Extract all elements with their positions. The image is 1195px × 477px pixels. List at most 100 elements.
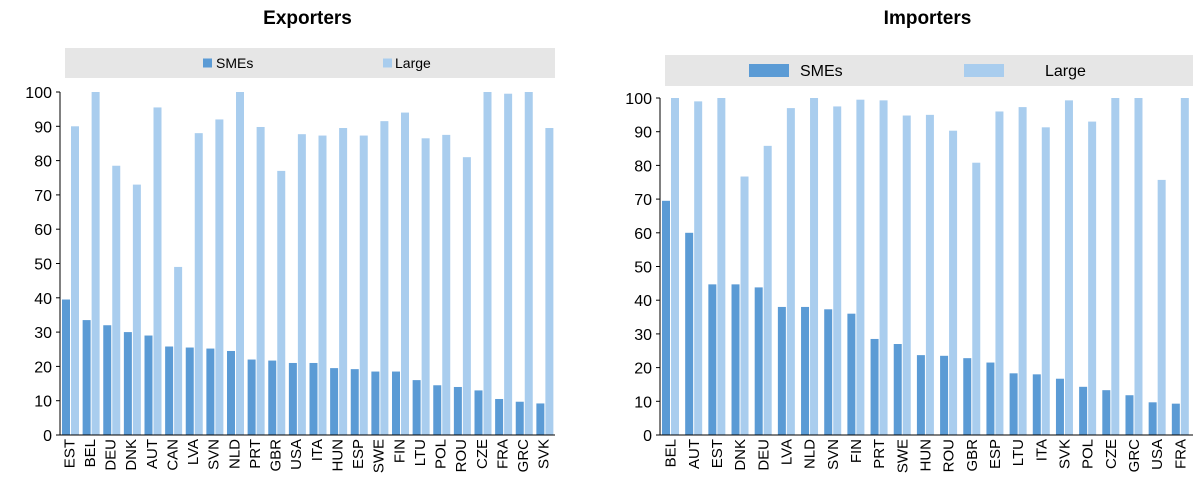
exporters-x-tick-label: EST [61, 439, 78, 468]
importers-bar-large-gbr [972, 162, 981, 436]
importers-bar-smes-esp [986, 362, 995, 435]
chart-title-exporters: Exporters [263, 8, 352, 29]
importers-bar-smes-lva [777, 306, 786, 435]
exporters-x-tick-label: DEU [103, 439, 120, 471]
importers-legend-label-large: Large [1045, 63, 1086, 80]
exporters-bar-smes-aut [144, 335, 153, 435]
importers-x-tick-label: FIN [848, 439, 865, 463]
importers-bar-large-grc [1134, 98, 1143, 435]
importers-x-tick-label: ESP [987, 439, 1004, 469]
importers-y-tick-label: 40 [634, 293, 652, 310]
exporters-x-tick-label: DNK [123, 439, 140, 471]
importers-bar-smes-est [708, 284, 717, 435]
exporters-legend-swatch-smes [203, 58, 212, 68]
exporters-bar-smes-lva [185, 347, 194, 435]
exporters-x-tick-label: AUT [144, 439, 161, 469]
importers-bar-large-dnk [740, 176, 749, 435]
exporters-bar-large-svn [215, 119, 224, 435]
chart-title-importers: Importers [883, 8, 972, 29]
exporters-y-tick-label: 40 [34, 291, 52, 308]
importers-bar-large-lva [786, 108, 795, 436]
exporters-bar-large-fra [504, 93, 513, 435]
exporters-bar-smes-esp [350, 369, 359, 435]
importers-y-tick-label: 10 [634, 394, 652, 411]
importers-x-tick-label: DNK [732, 439, 749, 471]
exporters-bar-smes-svn [206, 348, 215, 435]
importers-bar-smes-dnk [731, 284, 740, 435]
exporters-x-tick-label: PRT [247, 439, 264, 469]
exporters-bar-large-can [174, 266, 183, 435]
exporters-x-tick-label: LVA [185, 439, 202, 465]
importers-bar-smes-cze [1102, 390, 1111, 435]
importers-x-tick-label: SVK [1057, 439, 1074, 469]
exporters-bar-large-swe [380, 121, 389, 435]
importers-bar-large-swe [902, 115, 911, 436]
importers-x-tick-label: POL [1080, 439, 1097, 469]
exporters-bar-large-prt [256, 126, 265, 436]
importers-x-tick-label: DEU [755, 439, 772, 471]
exporters-x-tick-label: FRA [494, 439, 511, 469]
exporters-x-tick-label: SVN [206, 439, 223, 470]
exporters-x-tick-label: CAN [164, 439, 181, 471]
exporters-bar-large-esp [359, 135, 368, 435]
exporters-x-tick-label: CZE [474, 439, 491, 469]
exporters-legend-label-large: Large [395, 55, 431, 71]
importers-bar-smes-gbr [963, 358, 972, 435]
exporters-bar-large-grc [524, 92, 533, 435]
importers-bar-large-prt [879, 100, 888, 435]
importers-bar-smes-aut [685, 232, 694, 435]
importers-bar-smes-svk [1055, 378, 1064, 435]
exporters-legend-background [65, 48, 555, 78]
importers-bar-smes-ltu [1009, 373, 1018, 435]
exporters-bar-smes-prt [247, 359, 256, 435]
exporters-bar-smes-dnk [123, 332, 132, 435]
importers-x-tick-label: FRA [1172, 439, 1189, 469]
exporters-bar-large-usa [297, 134, 306, 435]
exporters-legend-label-smes: SMEs [216, 55, 253, 71]
exporters-x-tick-label: NLD [226, 439, 243, 469]
importers-x-tick-label: AUT [686, 439, 703, 469]
importers-bar-smes-pol [1079, 386, 1088, 435]
importers-x-tick-label: SVN [825, 439, 842, 470]
exporters-bar-large-fin [401, 112, 409, 435]
exporters-y-tick-label: 30 [34, 325, 52, 342]
importers-bar-smes-fra [1171, 403, 1180, 435]
exporters-x-tick-label: USA [288, 439, 305, 470]
exporters-bar-large-est [71, 126, 79, 436]
exporters-chart: SMEs Large 0 10 20 30 40 50 60 70 80 90 100 EST BEL DEU… [25, 48, 555, 473]
exporters-y-tick-label: 100 [25, 85, 52, 102]
importers-x-tick-label: GRC [1126, 439, 1143, 473]
importers-bar-large-rou [949, 130, 958, 435]
importers-bar-large-usa [1157, 179, 1166, 435]
exporters-bar-large-deu [112, 165, 121, 435]
exporters-x-tick-label: BEL [82, 439, 99, 467]
importers-x-tick-label: ITA [1033, 439, 1050, 461]
exporters-bar-smes-gbr [268, 360, 277, 435]
exporters-bar-smes-bel [82, 320, 91, 435]
importers-x-tick-label: BEL [663, 439, 680, 467]
importers-legend-swatch-smes [749, 64, 789, 77]
exporters-bar-large-ltu [421, 138, 430, 435]
exporters-bar-smes-rou [453, 386, 462, 435]
exporters-bar-smes-ltu [412, 380, 421, 435]
importers-bar-smes-fin [847, 313, 856, 435]
importers-legend-label-smes: SMEs [800, 63, 843, 80]
importers-x-tick-label: NLD [802, 439, 819, 469]
exporters-x-tick-label: FIN [391, 439, 408, 463]
importers-bar-large-deu [763, 145, 772, 435]
exporters-y-tick-label: 80 [34, 154, 52, 171]
importers-y-tick-label: 50 [634, 260, 652, 277]
exporters-bar-large-bel [91, 92, 100, 435]
importers-bar-large-pol [1088, 121, 1097, 435]
exporters-bar-smes-can [165, 346, 174, 435]
importers-bar-large-hun [925, 114, 934, 435]
exporters-bar-smes-svk [536, 403, 545, 435]
exporters-x-tick-label: ITA [309, 439, 326, 461]
importers-x-tick-label: HUN [918, 439, 935, 472]
exporters-bar-smes-fra [495, 398, 504, 435]
exporters-y-tick-label: 20 [34, 359, 52, 376]
exporters-bar-smes-swe [371, 371, 380, 435]
exporters-bar-large-gbr [277, 170, 286, 435]
exporters-x-tick-label: ESP [350, 439, 367, 469]
importers-bar-smes-nld [801, 306, 810, 435]
